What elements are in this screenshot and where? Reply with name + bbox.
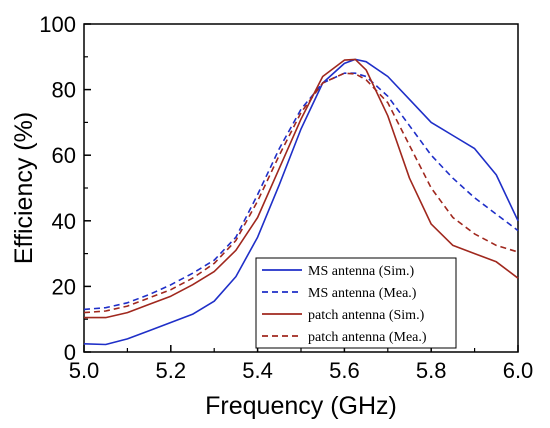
y-tick-label: 0 bbox=[64, 340, 76, 365]
x-tick-label: 5.2 bbox=[156, 358, 187, 383]
y-tick-label: 40 bbox=[52, 209, 76, 234]
x-tick-label: 5.8 bbox=[416, 358, 447, 383]
legend-label: patch antenna (Mea.) bbox=[308, 330, 427, 345]
legend-label: MS antenna (Sim.) bbox=[308, 264, 414, 279]
x-tick-label: 5.0 bbox=[69, 358, 100, 383]
legend-box bbox=[255, 257, 457, 349]
legend-label: MS antenna (Mea.) bbox=[308, 286, 417, 301]
series-line-1 bbox=[83, 58, 519, 346]
y-tick-label: 100 bbox=[39, 12, 76, 37]
series-line-4 bbox=[83, 72, 519, 314]
x-tick-label: 5.4 bbox=[242, 358, 273, 383]
x-tick-label: 5.6 bbox=[329, 358, 360, 383]
x-tick-label: 6.0 bbox=[503, 358, 534, 383]
legend-label: patch antenna (Sim.) bbox=[308, 308, 425, 323]
y-tick-label: 20 bbox=[52, 274, 76, 299]
y-tick-label: 60 bbox=[52, 143, 76, 168]
y-tick-label: 80 bbox=[52, 78, 76, 103]
y-axis-title: Efficiency (%) bbox=[10, 112, 38, 264]
x-axis-title: Frequency (GHz) bbox=[205, 392, 397, 420]
